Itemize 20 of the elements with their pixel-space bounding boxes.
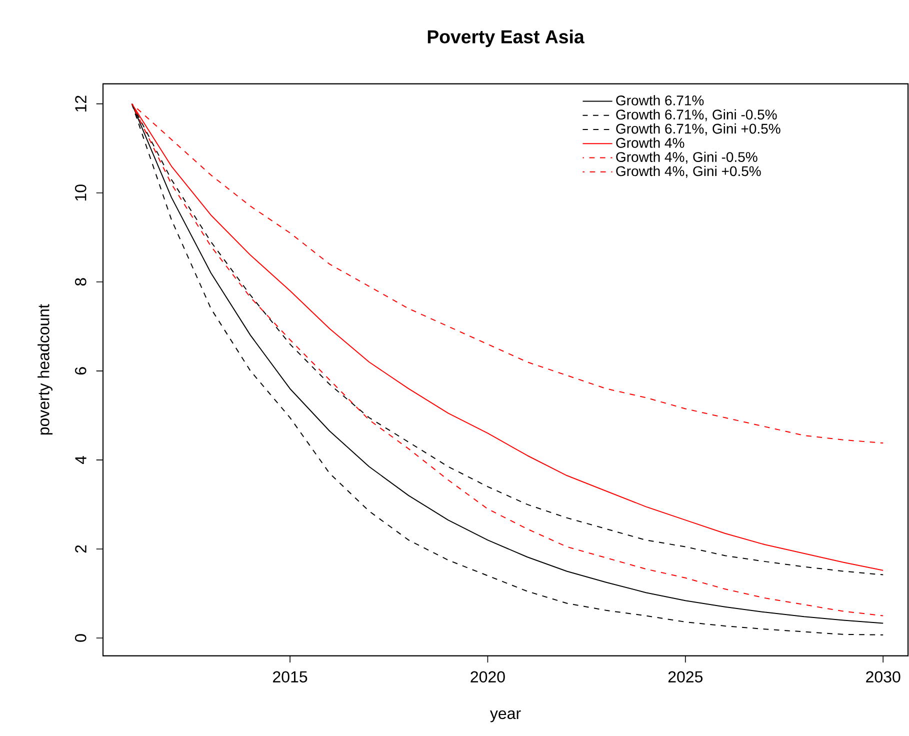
legend-label: Growth 4%: [616, 138, 684, 148]
y-tick-label: 6: [74, 367, 86, 375]
y-axis-title: poverty headcount: [38, 304, 52, 435]
y-tick-label: 2: [75, 545, 86, 553]
x-tick-label: 2015: [273, 671, 308, 682]
chart-title: Poverty East Asia: [428, 30, 584, 48]
y-tick-label: 8: [74, 278, 86, 286]
legend-label: Growth 6.71%: [616, 95, 704, 106]
x-axis-title: year: [490, 710, 521, 722]
y-tick-label: 12: [75, 96, 86, 112]
legend-label: Growth 6.71%, Gini +0.5%: [616, 123, 780, 136]
y-tick-label: 10: [74, 184, 86, 201]
x-tick-label: 2030: [866, 671, 900, 682]
x-tick-label: 2025: [668, 671, 703, 682]
legend-label: Growth 4%, Gini +0.5%: [616, 166, 761, 178]
x-tick-label: 2020: [470, 671, 505, 682]
legend-label: Growth 6.71%, Gini -0.5%: [616, 109, 777, 122]
y-tick-label: 0: [74, 634, 86, 642]
y-tick-label: 4: [75, 456, 86, 464]
legend-label: Growth 4%, Gini -0.5%: [616, 152, 758, 164]
